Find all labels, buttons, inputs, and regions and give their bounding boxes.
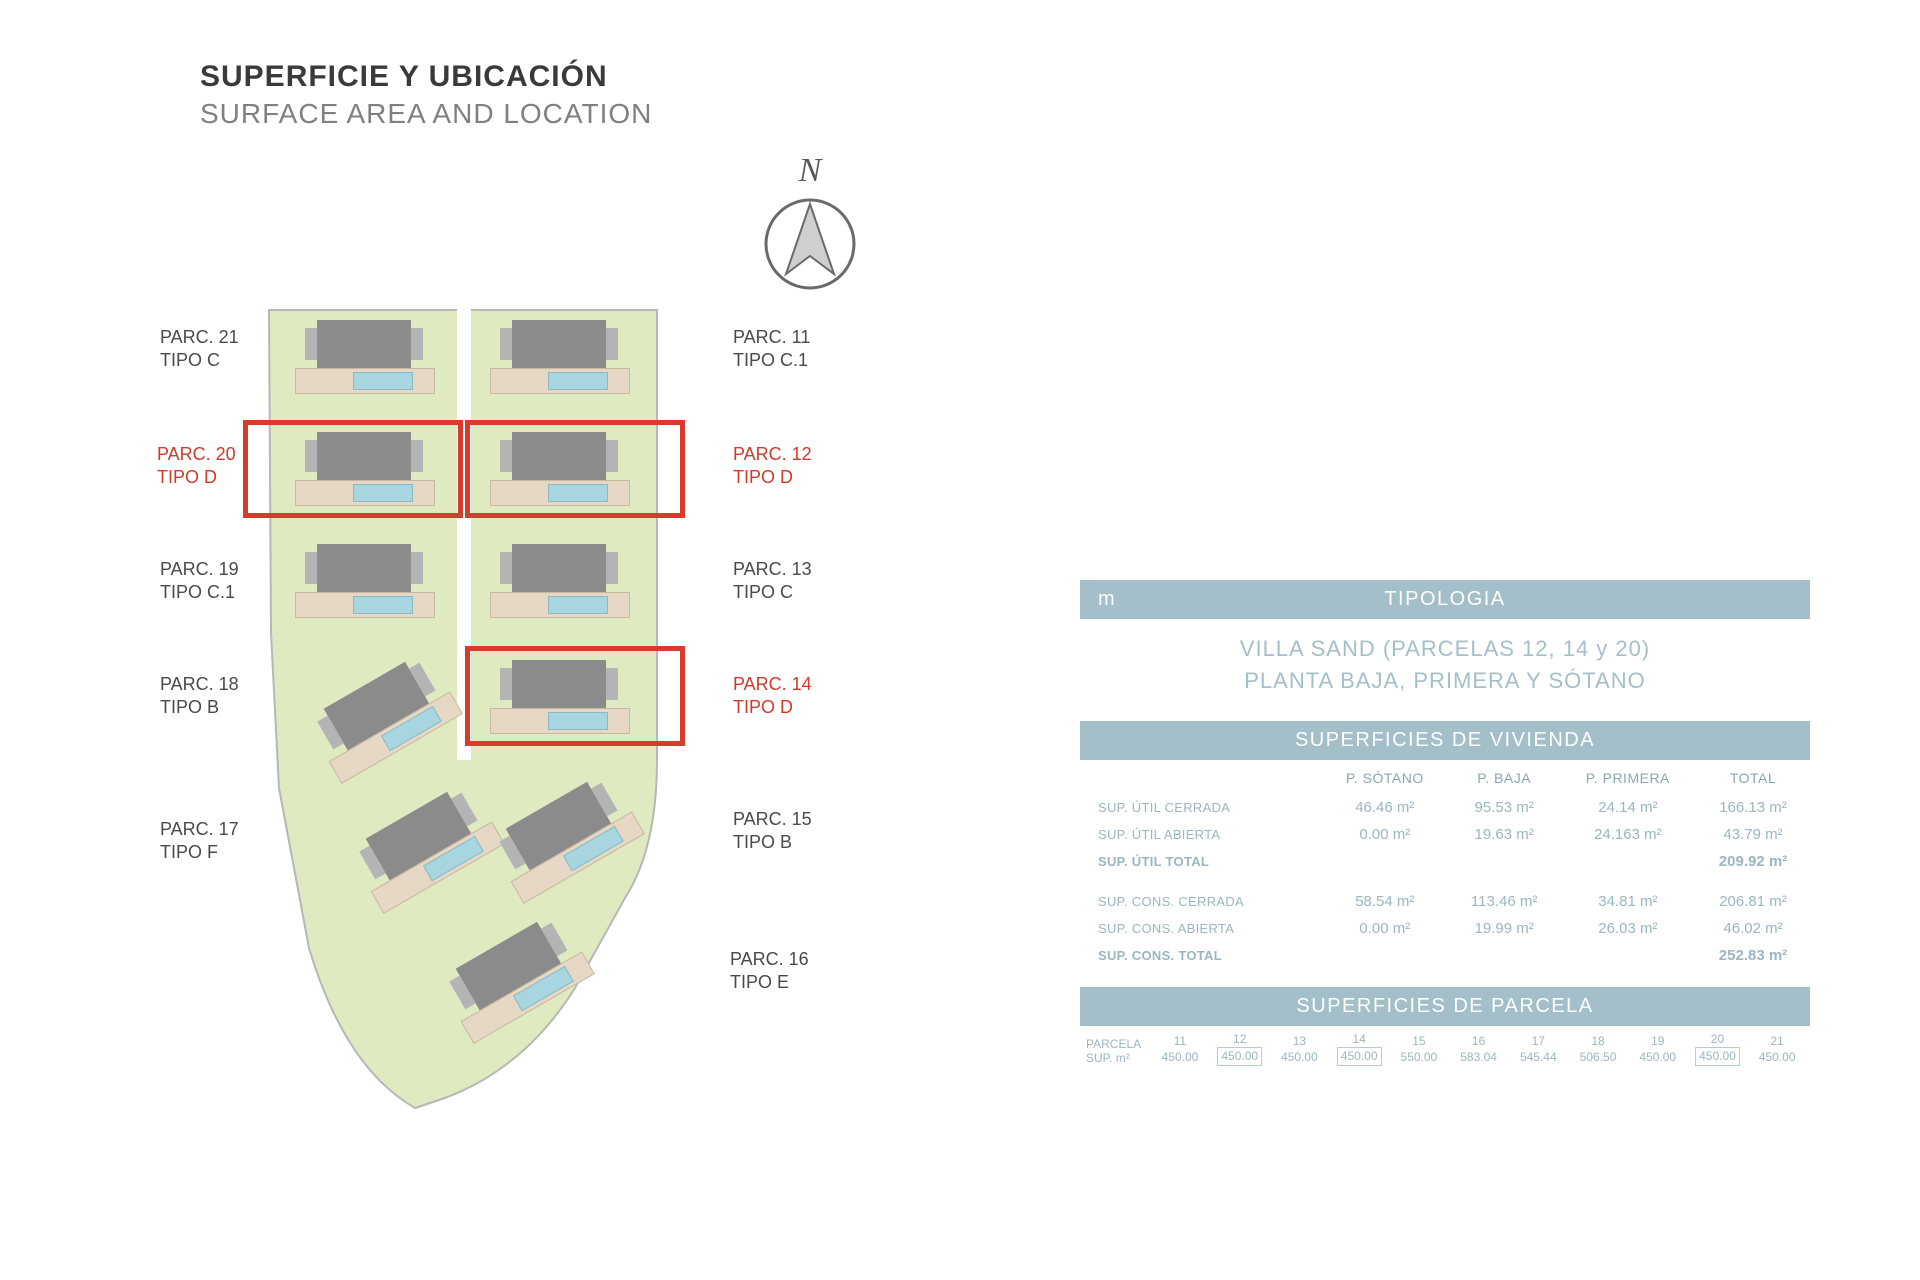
parcel-label-19: PARC. 19 TIPO C.1	[160, 558, 239, 603]
vivienda-cell: 209.92 m²	[1696, 848, 1810, 875]
vivienda-row-header: SUP. ÚTIL TOTAL	[1080, 848, 1321, 875]
vivienda-cell: 166.13 m²	[1696, 794, 1810, 821]
vivienda-cell	[1560, 848, 1696, 875]
parcel-label-17: PARC. 17 TIPO F	[160, 818, 239, 863]
vivienda-row: SUP. CONS. TOTAL 252.83 m²	[1080, 942, 1810, 969]
highlight-box	[243, 420, 463, 518]
parcela-cell-20: 20450.00	[1691, 1032, 1745, 1066]
vivienda-col: TOTAL	[1696, 760, 1810, 794]
vivienda-cell: 95.53 m²	[1449, 794, 1560, 821]
parcela-lead: PARCELA SUP. m²	[1086, 1038, 1147, 1066]
vivienda-cell	[1449, 942, 1560, 969]
vivienda-row-header: SUP. ÚTIL CERRADA	[1080, 794, 1321, 821]
villa-parc-13	[490, 542, 630, 617]
villa-parc-19	[295, 542, 435, 617]
vivienda-col: P. PRIMERA	[1560, 760, 1696, 794]
parcela-cell-16: 16583.04	[1452, 1034, 1506, 1066]
vivienda-cell: 252.83 m²	[1696, 942, 1810, 969]
vivienda-cell: 19.63 m²	[1449, 821, 1560, 848]
vivienda-cell: 26.03 m²	[1560, 915, 1696, 942]
parcela-cell-12: 12450.00	[1213, 1032, 1267, 1066]
title-es: SUPERFICIE Y UBICACIÓN	[200, 60, 652, 94]
vivienda-cell	[1321, 942, 1448, 969]
page-header: SUPERFICIE Y UBICACIÓN SURFACE AREA AND …	[200, 60, 652, 130]
vivienda-cell: 19.99 m²	[1449, 915, 1560, 942]
band-parcela: SUPERFICIES DE PARCELA	[1080, 987, 1810, 1026]
villa-parc-11	[490, 318, 630, 393]
compass-letter: N	[760, 152, 860, 190]
vivienda-row-header: SUP. CONS. ABIERTA	[1080, 915, 1321, 942]
vivienda-col: P. BAJA	[1449, 760, 1560, 794]
parcel-label-21: PARC. 21 TIPO C	[160, 326, 239, 371]
parcel-label-11: PARC. 11 TIPO C.1	[733, 326, 810, 371]
parcela-cell-14: 14450.00	[1332, 1032, 1386, 1066]
vivienda-col	[1080, 760, 1321, 794]
m-label: m	[1098, 588, 1115, 611]
villa-parc-21	[295, 318, 435, 393]
vivienda-cell: 46.02 m²	[1696, 915, 1810, 942]
villa-description: VILLA SAND (PARCELAS 12, 14 y 20) PLANTA…	[1080, 619, 1810, 703]
vivienda-cell	[1321, 848, 1448, 875]
vivienda-cell: 58.54 m²	[1321, 875, 1448, 915]
vivienda-cell: 206.81 m²	[1696, 875, 1810, 915]
parcela-cell-17: 17545.44	[1511, 1034, 1565, 1066]
site-plan: PARC. 21 TIPO CPARC. 20 TIPO DPARC. 19 T…	[265, 308, 905, 1118]
vivienda-cell: 0.00 m²	[1321, 821, 1448, 848]
vivienda-row-header: SUP. ÚTIL ABIERTA	[1080, 821, 1321, 848]
parcela-cell-19: 19450.00	[1631, 1034, 1685, 1066]
vivienda-row: SUP. CONS. CERRADA58.54 m²113.46 m²34.81…	[1080, 875, 1810, 915]
band-vivienda: SUPERFICIES DE VIVIENDA	[1080, 721, 1810, 760]
vivienda-table: P. SÓTANOP. BAJAP. PRIMERATOTAL SUP. ÚTI…	[1080, 760, 1810, 969]
vivienda-cell: 34.81 m²	[1560, 875, 1696, 915]
vivienda-row: SUP. CONS. ABIERTA0.00 m²19.99 m²26.03 m…	[1080, 915, 1810, 942]
vivienda-row-header: SUP. CONS. TOTAL	[1080, 942, 1321, 969]
parcel-label-12: PARC. 12 TIPO D	[733, 443, 812, 488]
parcela-cell-18: 18506.50	[1571, 1034, 1625, 1066]
compass-icon	[760, 194, 860, 294]
parcel-label-20: PARC. 20 TIPO D	[157, 443, 236, 488]
vivienda-cell: 0.00 m²	[1321, 915, 1448, 942]
tipologia-label: TIPOLOGIA	[1384, 588, 1505, 610]
compass: N	[760, 152, 860, 294]
parcel-label-13: PARC. 13 TIPO C	[733, 558, 812, 603]
info-panel: m TIPOLOGIA VILLA SAND (PARCELAS 12, 14 …	[1080, 580, 1810, 1066]
parcel-label-16: PARC. 16 TIPO E	[730, 948, 809, 993]
parcela-cell-11: 11450.00	[1153, 1034, 1207, 1066]
vivienda-cell: 43.79 m²	[1696, 821, 1810, 848]
vivienda-cell: 113.46 m²	[1449, 875, 1560, 915]
highlight-box	[465, 646, 685, 746]
parcel-label-15: PARC. 15 TIPO B	[733, 808, 812, 853]
parcela-cell-15: 15550.00	[1392, 1034, 1446, 1066]
band-tipologia: m TIPOLOGIA	[1080, 580, 1810, 619]
parcela-cell-21: 21450.00	[1750, 1034, 1804, 1066]
vivienda-row: SUP. ÚTIL CERRADA46.46 m²95.53 m²24.14 m…	[1080, 794, 1810, 821]
vivienda-cell	[1449, 848, 1560, 875]
parcela-cell-13: 13450.00	[1273, 1034, 1327, 1066]
title-en: SURFACE AREA AND LOCATION	[200, 98, 652, 130]
vivienda-cell: 24.163 m²	[1560, 821, 1696, 848]
vivienda-cell	[1560, 942, 1696, 969]
vivienda-cell: 46.46 m²	[1321, 794, 1448, 821]
parcela-strip: PARCELA SUP. m²11450.0012450.0013450.001…	[1080, 1032, 1810, 1066]
parcel-label-18: PARC. 18 TIPO B	[160, 673, 239, 718]
highlight-box	[465, 420, 685, 518]
vivienda-row: SUP. ÚTIL ABIERTA0.00 m²19.63 m²24.163 m…	[1080, 821, 1810, 848]
vivienda-cell: 24.14 m²	[1560, 794, 1696, 821]
parcel-label-14: PARC. 14 TIPO D	[733, 673, 812, 718]
villa-name: VILLA SAND (PARCELAS 12, 14 y 20)	[1080, 633, 1810, 665]
vivienda-row-header: SUP. CONS. CERRADA	[1080, 875, 1321, 915]
vivienda-col: P. SÓTANO	[1321, 760, 1448, 794]
villa-floors: PLANTA BAJA, PRIMERA Y SÓTANO	[1080, 665, 1810, 697]
vivienda-row: SUP. ÚTIL TOTAL 209.92 m²	[1080, 848, 1810, 875]
